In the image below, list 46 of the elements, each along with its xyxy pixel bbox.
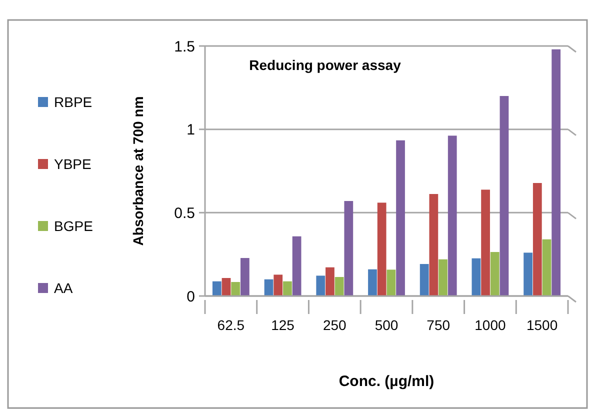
bar [231,282,240,296]
bar [532,183,542,296]
bar [316,276,326,296]
bar [326,267,334,296]
bar [429,194,438,296]
bar [542,239,552,296]
bar [222,278,231,296]
y-tick-label: 1 [186,122,195,139]
bar [368,269,377,296]
y-axis-title: Absorbance at 700 nm [130,96,146,246]
bar [448,136,457,296]
bar [283,281,292,296]
x-tick-label: 750 [426,317,450,333]
bar [377,202,386,296]
legend-label: RBPE [54,94,92,110]
legend-label: YBPE [54,156,92,172]
bar [240,258,250,296]
y-tick-label: 0.5 [174,204,195,222]
bar [264,279,274,296]
bar [344,201,354,296]
bar [438,259,448,296]
x-tick-label: 500 [374,317,398,333]
bar [472,258,481,296]
text: Reducing power assay [249,57,402,73]
x-axis-title: Conc. (µg/ml) [338,373,434,390]
y-tick-label: 1.5 [174,38,195,56]
bar [274,274,283,296]
bar [481,190,490,296]
x-tick-label: 1000 [474,317,506,333]
x-tick-label: 125 [271,317,295,333]
legend-label: BGPE [54,218,93,234]
bar [334,277,344,296]
bar [552,49,561,296]
bar [386,270,396,296]
bar [420,264,429,296]
y-tick-label: 0 [186,288,195,306]
bar [500,96,509,296]
x-tick-label: 250 [322,317,347,333]
bar [292,236,302,296]
legend-label: AA [54,280,74,296]
bar [490,252,500,296]
bar [212,281,222,296]
bar [396,140,405,296]
x-tick-label: 1500 [526,317,558,333]
bar [524,252,532,296]
x-tick-label: 62.5 [217,317,245,333]
